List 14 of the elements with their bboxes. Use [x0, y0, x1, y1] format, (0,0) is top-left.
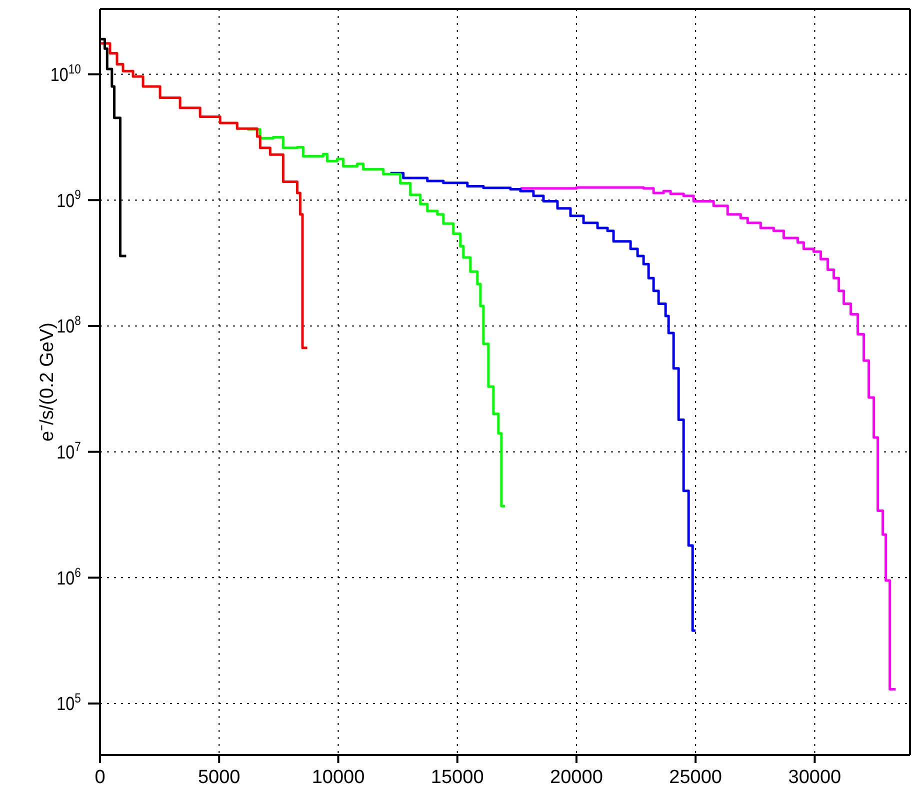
- x-tick-label: 5000: [198, 767, 240, 788]
- x-tick-label: 15000: [430, 767, 484, 788]
- x-tick-label: 10000: [312, 767, 365, 788]
- x-tick-label: 30000: [788, 767, 842, 788]
- x-tick-label: 25000: [669, 767, 722, 788]
- y-tick-label: 10$^{9}$: [56, 187, 82, 212]
- y-tick-label: 10$^{7}$: [56, 439, 82, 463]
- y-tick-label: 10$^{8}$: [56, 313, 82, 337]
- y-tick-label: 10$^{6}$: [56, 564, 82, 589]
- y-tick-label: 10$^{10}$: [50, 62, 82, 86]
- x-tick-label: 0: [94, 767, 106, 788]
- y-tick-label: 10$^{5}$: [56, 690, 82, 714]
- x-tick-label: 20000: [550, 767, 603, 788]
- y-axis-title: e⁻/s/(0.2 GeV): [37, 322, 58, 442]
